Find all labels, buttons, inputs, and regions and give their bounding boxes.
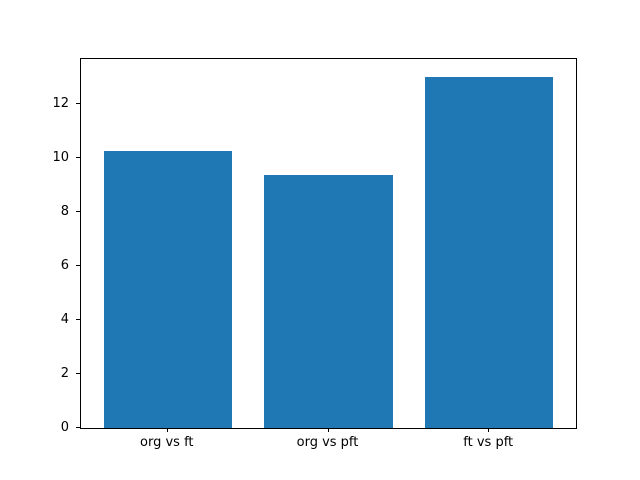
x-tick-label: org vs ft <box>140 435 194 450</box>
x-tick-mark <box>327 428 329 432</box>
y-tick-label: 12 <box>52 95 69 111</box>
y-tick-mark <box>76 427 80 428</box>
y-tick-mark <box>76 372 80 374</box>
y-tick-label: 2 <box>60 365 69 381</box>
plot-area <box>80 58 577 429</box>
x-tick-mark <box>166 428 168 432</box>
x-tick-label: ft vs pft <box>463 435 514 450</box>
y-tick-label: 4 <box>60 311 69 327</box>
y-tick-mark <box>76 156 80 158</box>
y-tick-label: 10 <box>52 149 69 165</box>
y-tick-label: 8 <box>60 203 69 219</box>
x-tick-label: org vs pft <box>296 435 359 450</box>
x-tick-mark <box>488 428 490 432</box>
bar-ft-vs-pft <box>424 76 554 428</box>
bar-org-vs-pft <box>264 175 393 428</box>
y-tick-label: 0 <box>60 420 69 435</box>
bar-org-vs-ft <box>103 150 233 428</box>
y-tick-mark <box>76 102 80 104</box>
y-tick-mark <box>76 210 80 212</box>
y-tick-label: 6 <box>60 257 69 273</box>
y-tick-mark <box>76 318 80 320</box>
y-tick-mark <box>76 264 80 266</box>
